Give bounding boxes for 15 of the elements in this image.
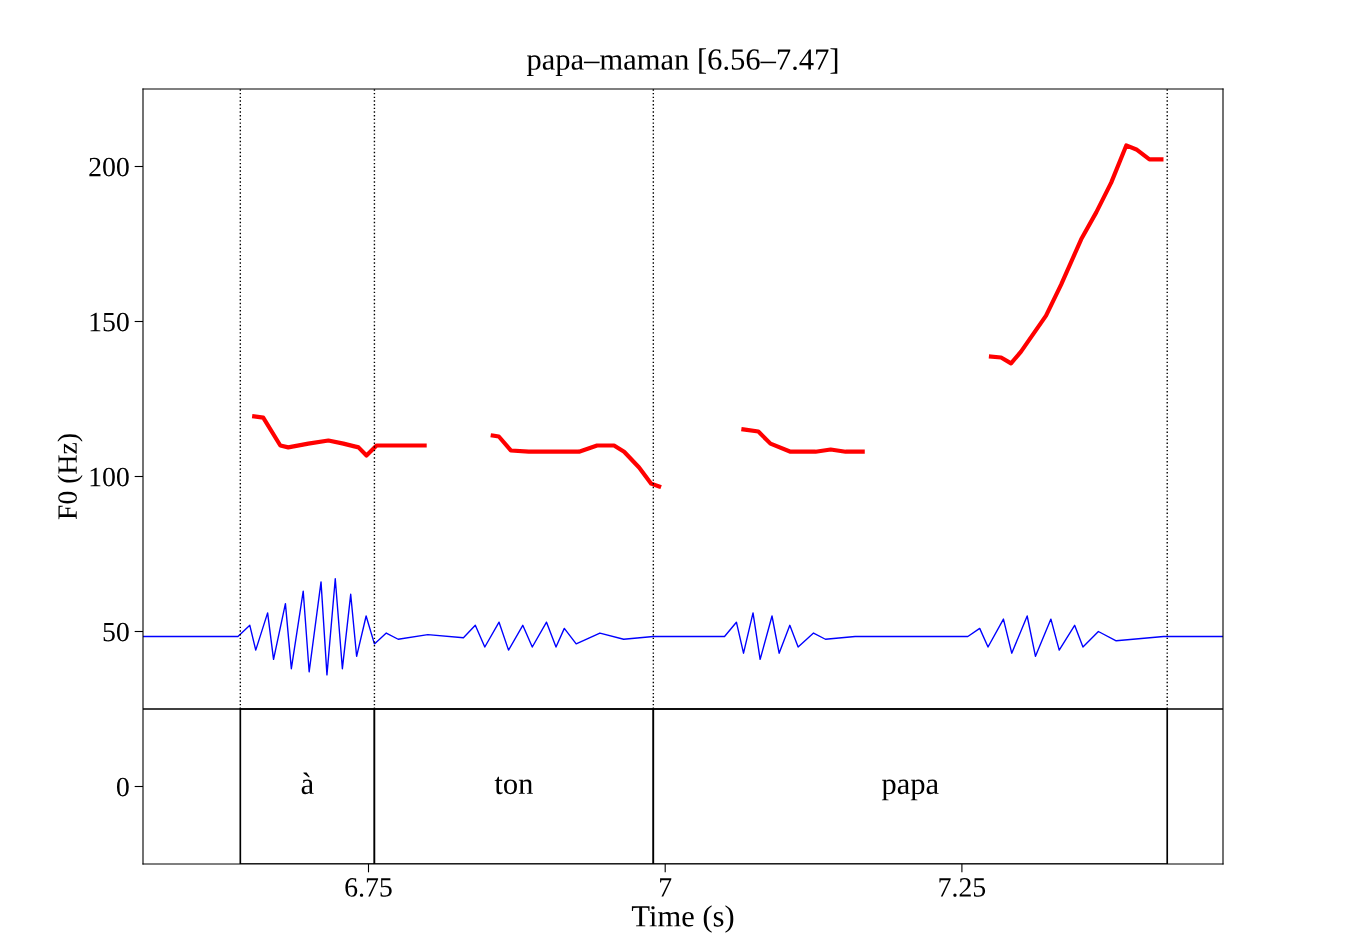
y-tick-label: 0 xyxy=(116,777,129,797)
band-label: papa xyxy=(881,779,939,801)
band-label: ton xyxy=(494,776,533,795)
y-axis-title: F0 (Hz) xyxy=(57,434,83,520)
x-axis-title: Time (s) xyxy=(631,905,734,933)
band-label: à xyxy=(301,772,314,795)
line-series xyxy=(143,578,1223,676)
chart-title: papa–maman [6.56–7.47] xyxy=(526,48,838,77)
x-tick-label: 6.75 xyxy=(345,878,392,897)
x-tick-label: 7.25 xyxy=(939,878,986,897)
y-tick-label: 50 xyxy=(103,622,129,642)
y-tick-label: 100 xyxy=(90,467,129,487)
x-tick-label: 7 xyxy=(660,878,672,897)
y-tick-label: 200 xyxy=(89,157,129,177)
y-tick-label: 150 xyxy=(90,312,129,332)
